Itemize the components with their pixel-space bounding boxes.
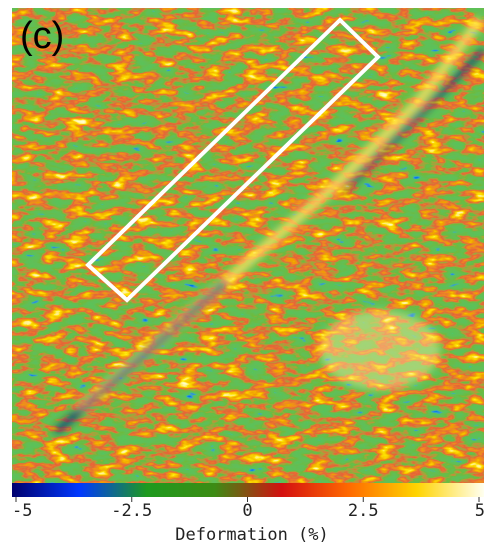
panel-label: (c) <box>20 15 64 57</box>
region-box <box>85 17 381 303</box>
colorbar-label: Deformation (%) <box>175 525 329 545</box>
colorbar <box>12 483 484 497</box>
tick-label: 2.5 <box>348 501 379 521</box>
tick-label: -2.5 <box>111 501 152 521</box>
tick-label: 0 <box>242 501 252 521</box>
tick-label: 5 <box>475 501 485 521</box>
deformation-map <box>12 8 484 483</box>
tick-label: -5 <box>12 501 32 521</box>
